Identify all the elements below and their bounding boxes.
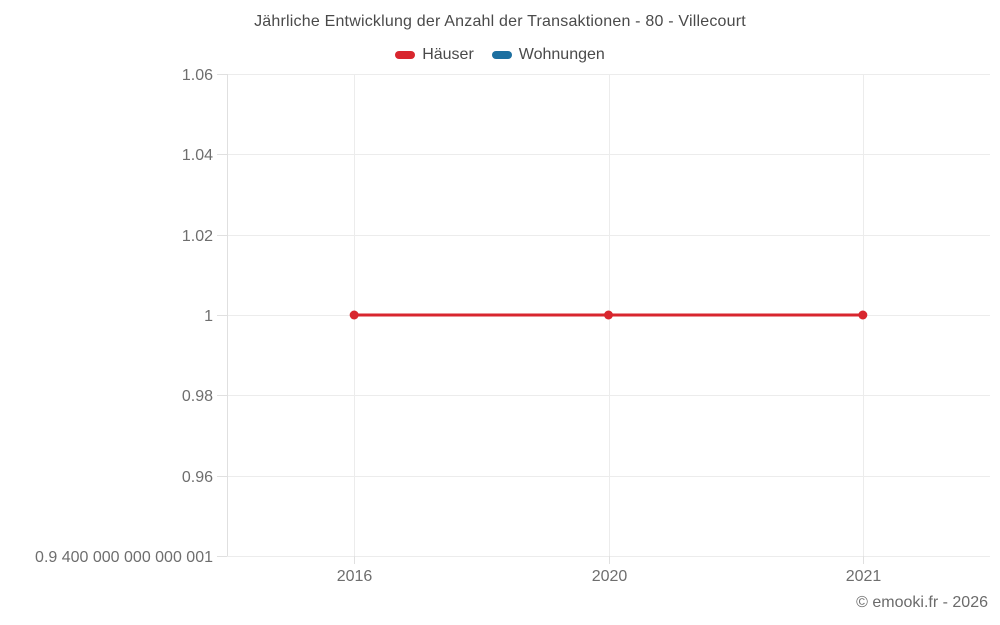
copyright-footer: © emooki.fr - 2026 [856, 594, 988, 611]
x-tick-label: 2016 [337, 568, 373, 585]
x-tick-label: 2021 [846, 568, 882, 585]
y-tick-label: 1.06 [182, 67, 213, 84]
legend-label-hauser: Häuser [422, 46, 474, 63]
series-point[interactable] [858, 310, 868, 320]
legend: Häuser Wohnungen [0, 46, 1000, 64]
legend-label-wohnungen: Wohnungen [518, 46, 605, 63]
x-tick-label: 2020 [592, 568, 628, 585]
y-tick-label: 1 [204, 308, 213, 325]
series-point[interactable] [604, 310, 613, 320]
legend-item-hauser[interactable]: Häuser [395, 46, 474, 64]
y-tick-label: 0.9 400 000 000 000 001 [35, 549, 213, 566]
legend-item-wohnungen[interactable]: Wohnungen [491, 46, 605, 64]
wohnungen-series-swatch [491, 51, 512, 59]
hauser-series-swatch [395, 51, 416, 59]
y-tick-label: 1.04 [182, 147, 213, 164]
y-tick-label: 0.96 [182, 469, 213, 486]
y-tick-label: 0.98 [182, 388, 213, 405]
chart-title: Jährliche Entwicklung der Anzahl der Tra… [254, 13, 746, 30]
series-point[interactable] [349, 310, 359, 320]
y-tick-label: 1.02 [182, 228, 213, 245]
